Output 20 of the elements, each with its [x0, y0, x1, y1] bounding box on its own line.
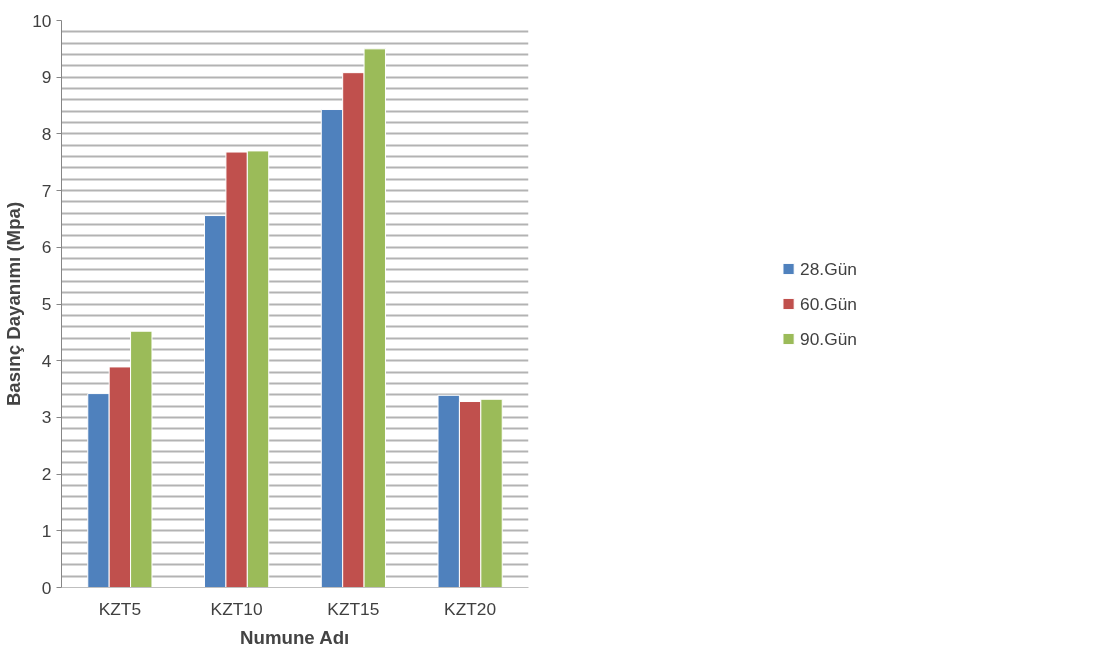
legend-label: 60.Gün [800, 293, 857, 314]
x-tick-label: KZT20 [444, 598, 497, 619]
x-tick-label: KZT10 [210, 598, 263, 619]
y-tick-label: 10 [32, 10, 52, 31]
y-tick-label: 4 [41, 350, 52, 371]
y-tick-label: 0 [41, 577, 52, 598]
y-axis-title: Basınç Dayanımı (Mpa) [3, 201, 25, 407]
y-tick-label: 7 [41, 180, 52, 201]
y-tick-label: 5 [41, 294, 52, 314]
x-tick-label: KZT5 [98, 598, 142, 619]
legend-label: 28.Gün [800, 258, 857, 279]
x-tick-label: KZT15 [327, 598, 380, 619]
y-tick-label: 1 [41, 520, 52, 541]
y-tick-label: 6 [41, 237, 52, 258]
y-tick-label: 8 [41, 123, 52, 144]
legend-label: 90.Gün [800, 328, 857, 349]
y-tick-label: 9 [41, 67, 52, 88]
x-axis-title: Numune Adı [240, 626, 350, 648]
y-tick-label: 3 [41, 407, 52, 428]
y-tick-label: 2 [41, 464, 52, 485]
